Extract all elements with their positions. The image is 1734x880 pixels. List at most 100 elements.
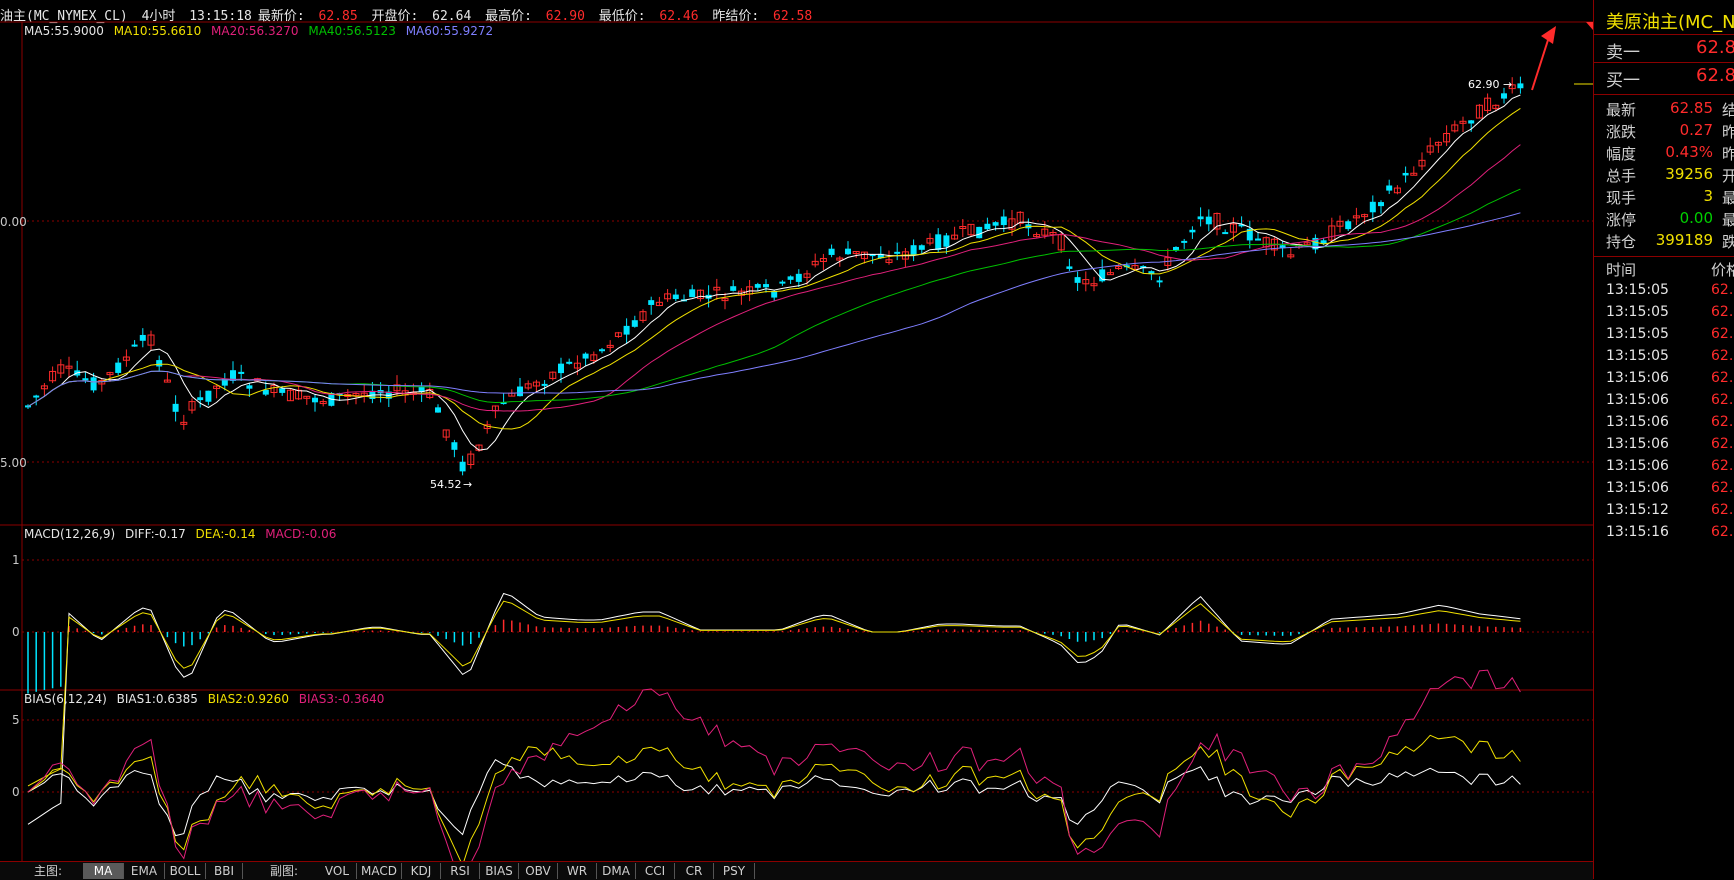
candle-body: [1131, 265, 1139, 270]
tick-time: 13:15:16: [1606, 524, 1669, 540]
candle-body: [1000, 216, 1007, 226]
chart-area[interactable]: 油主(MC_NYMEX_CL) 4小时 13:15:18 最新价: 62.85 开…: [0, 0, 1593, 862]
bid-row[interactable]: 买一 62.8: [1594, 62, 1734, 91]
quote-value: 399189: [1655, 231, 1713, 249]
tab-cci[interactable]: CCI: [636, 863, 675, 879]
macd-title: MACD(12,26,9): [24, 527, 116, 541]
candle-body: [631, 320, 638, 327]
low-label: 最低价:: [598, 9, 646, 24]
tab-kdj[interactable]: KDJ: [402, 863, 441, 879]
ask-row[interactable]: 卖一 62.8: [1594, 34, 1734, 63]
quote-label: 涨跌: [1606, 123, 1637, 141]
quote-value: 39256: [1665, 165, 1713, 183]
tab-cr[interactable]: CR: [675, 863, 714, 879]
candle-body: [910, 245, 917, 256]
tick-price: 62.8: [1711, 392, 1734, 408]
tab-dma[interactable]: DMA: [597, 863, 636, 879]
tab-bias[interactable]: BIAS: [480, 863, 519, 879]
tick-row: 13:15:06 62.8: [1594, 412, 1734, 434]
tab-vol[interactable]: VOL: [318, 863, 357, 879]
candle-body: [1238, 224, 1245, 227]
candle-body: [1369, 201, 1376, 213]
quote-row: 持仓 399189 跌: [1594, 229, 1734, 251]
ma-legend: MA5:55.9000 MA10:55.6610 MA20:56.3270 MA…: [24, 24, 499, 38]
candle-body: [549, 371, 557, 379]
tick-time: 13:15:05: [1606, 326, 1669, 342]
candle-body: [1451, 124, 1459, 132]
candle-body: [517, 386, 523, 397]
candle-body: [713, 286, 721, 291]
candle-body: [500, 402, 507, 405]
candle-body: [984, 223, 991, 230]
candle-body: [246, 385, 253, 389]
candle-body: [828, 248, 835, 255]
candle-body: [131, 344, 138, 347]
tick-time: 13:15:12: [1606, 502, 1669, 518]
tick-row: 13:15:05 62.8: [1594, 302, 1734, 324]
latest-value: 62.85: [318, 9, 358, 24]
candle-body: [106, 372, 114, 376]
price-tick-upper: 0.00: [0, 215, 27, 229]
kline-chart[interactable]: 0.00 5.00 1 0 5 0 62.90 → 54.52 →: [0, 0, 1593, 862]
side-title: 美原油主(MC_N: [1606, 12, 1734, 33]
tab-bbi[interactable]: BBI: [206, 863, 243, 879]
tab-boll[interactable]: BOLL: [165, 863, 206, 879]
candle-body: [213, 385, 221, 389]
tick-row: 13:15:05 62.8: [1594, 346, 1734, 368]
candle-body: [1197, 216, 1204, 220]
candle-body: [599, 349, 605, 352]
candle-body: [1115, 266, 1123, 270]
quote-tail: 昨: [1722, 121, 1734, 142]
tab-macd[interactable]: MACD: [357, 863, 402, 879]
candle-body: [811, 260, 819, 266]
quote-value: 0.43%: [1665, 143, 1713, 161]
candle-body: [57, 364, 65, 374]
ma5-legend: MA5:55.9000: [24, 24, 104, 38]
quote-label: 现手: [1606, 189, 1637, 207]
ma-lines-group: [27, 94, 1521, 451]
candle-body: [1418, 159, 1426, 167]
tab-ma[interactable]: MA: [83, 863, 124, 879]
candles-group: [25, 76, 1524, 476]
low-marker-arrow: →: [463, 478, 472, 491]
candle-body: [262, 389, 269, 395]
tab-ema[interactable]: EMA: [124, 863, 165, 879]
tick-time: 13:15:06: [1606, 414, 1669, 430]
candle-body: [122, 356, 130, 361]
bias-tick-0: 0: [12, 785, 20, 799]
candle-body: [279, 388, 286, 393]
candle-body: [1213, 212, 1221, 230]
candle-body: [1484, 97, 1492, 111]
open-value: 62.64: [432, 9, 472, 24]
candle-body: [188, 401, 196, 411]
tick-price: 62.8: [1711, 414, 1734, 430]
symbol-name: 油主(MC_NYMEX_CL): [0, 9, 128, 24]
tick-row: 13:15:05 62.8: [1594, 324, 1734, 346]
candle-body: [1033, 234, 1041, 238]
candle-body: [1508, 84, 1516, 90]
tab-obv[interactable]: OBV: [519, 863, 558, 879]
candle-body: [435, 407, 441, 413]
quote-divider: [1594, 94, 1734, 95]
quote-value: 62.85: [1670, 99, 1713, 117]
quote-tail: 最: [1722, 187, 1734, 208]
candle-body: [238, 371, 245, 374]
candle-body: [885, 259, 893, 263]
low-value: 62.46: [659, 9, 699, 24]
candle-body: [1173, 246, 1179, 251]
indicator-tab-bar: 主图: MA EMA BOLL BBI 副图: VOL MACD KDJ RSI…: [0, 861, 1593, 880]
candle-body: [1140, 266, 1147, 269]
candle-body: [1082, 279, 1090, 285]
candle-body: [1386, 185, 1393, 191]
candle-body: [172, 403, 179, 412]
candle-body: [1475, 104, 1483, 119]
macd-legend: MACD(12,26,9) DIFF:-0.17 DEA:-0.14 MACD:…: [24, 527, 342, 541]
candle-body: [992, 222, 999, 226]
tab-rsi[interactable]: RSI: [441, 863, 480, 879]
ask-label: 卖一: [1606, 43, 1640, 63]
tick-price: 62.8: [1711, 348, 1734, 364]
main-chart-label: 主图:: [34, 864, 63, 878]
tab-psy[interactable]: PSY: [714, 863, 755, 879]
tab-wr[interactable]: WR: [558, 863, 597, 879]
tick-time: 13:15:06: [1606, 392, 1669, 408]
